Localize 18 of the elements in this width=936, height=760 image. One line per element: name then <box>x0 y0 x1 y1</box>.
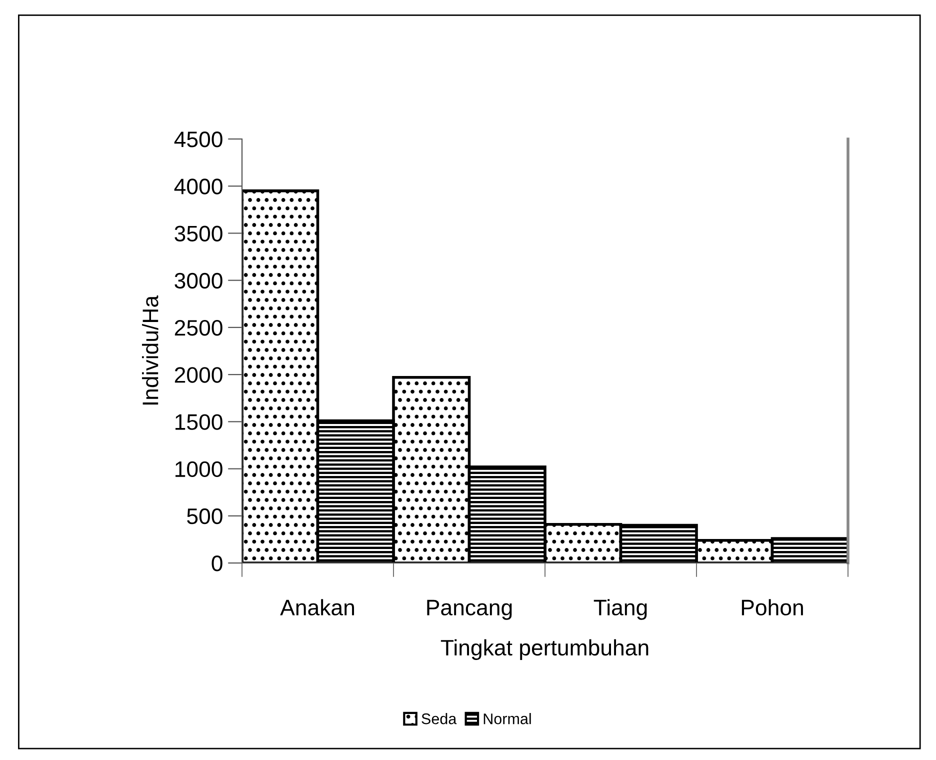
x-tick-label: Tiang <box>594 599 647 620</box>
y-tick-label: 1500 <box>176 414 222 430</box>
y-tick-label: 4000 <box>174 178 222 194</box>
y-tick-label: 1000 <box>176 461 222 478</box>
y-tick-label: 3500 <box>174 226 222 242</box>
legend-label: Normal <box>484 713 531 724</box>
legend-label: Seda <box>422 713 457 724</box>
y-tick-label: 2000 <box>174 367 222 383</box>
x-tick-label: Anakan <box>280 599 354 616</box>
x-axis-title: Tingkat pertumbuhan <box>440 639 648 660</box>
y-tick-label: 500 <box>187 508 222 524</box>
y-tick-label: 3000 <box>174 272 222 289</box>
y-axis-title: Individu/Ha <box>142 295 158 405</box>
y-tick-label: 0 <box>212 556 222 572</box>
y-tick-label: 2500 <box>174 320 222 336</box>
x-tick-label: Pohon <box>742 599 803 616</box>
y-tick-label: 4500 <box>174 132 222 148</box>
x-tick-label: Pancang <box>427 600 512 620</box>
